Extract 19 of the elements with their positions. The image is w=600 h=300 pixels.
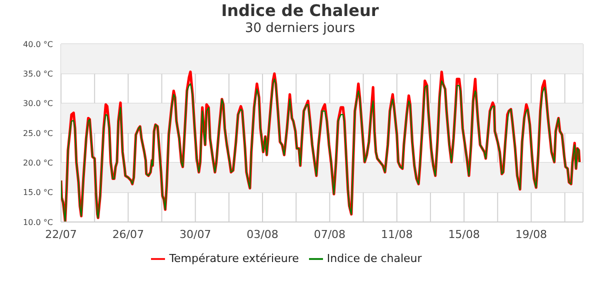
chart-subtitle: 30 derniers jours [244,21,356,36]
y-tick-label: 20.0 °C [23,158,54,168]
chart-title: Indice de Chaleur [220,1,380,20]
legend-label: Indice de chaleur [326,252,422,266]
x-tick-label: 11/08 [381,228,413,241]
x-tick-label: 03/08 [246,228,278,241]
x-tick-label: 30/07 [179,228,212,241]
x-tick-label: 07/08 [314,228,346,241]
x-tick-label: 22/07 [45,228,77,241]
y-tick-label: 35.0 °C [23,70,54,79]
y-tick-label: 10.0 °C [23,218,54,227]
y-tick-label: 25.0 °C [23,128,54,138]
x-tick-label: 26/07 [112,228,144,241]
y-tick-label: 40.0 °C [23,40,54,49]
y-tick-label: 30.0 °C [23,99,54,108]
x-tick-label: 19/08 [515,228,548,241]
x-tick-label: 15/08 [448,228,480,241]
legend-label: Température extérieure [169,252,299,266]
y-tick-label: 15.0 °C [23,188,54,198]
